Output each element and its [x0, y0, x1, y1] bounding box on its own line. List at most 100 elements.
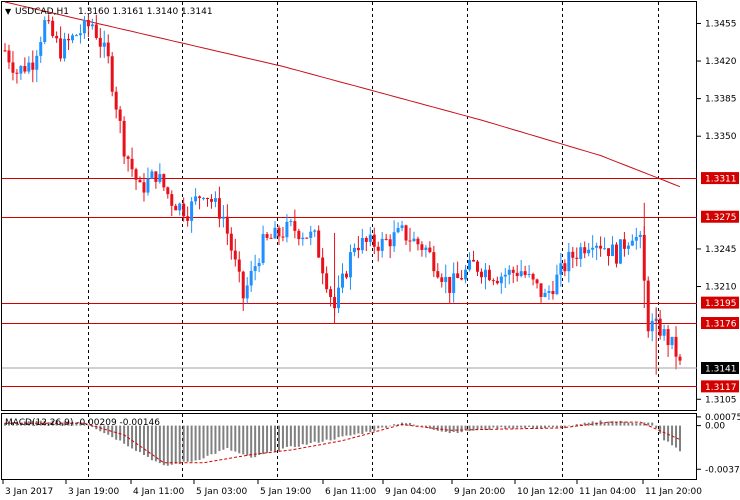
macd-tick-label: -0.00376: [705, 465, 740, 475]
candle: [472, 250, 476, 262]
price-tick-label: 1.3420: [705, 57, 737, 67]
macd-signal-line: [5, 421, 681, 464]
macd-bar: [234, 425, 237, 452]
candle: [444, 264, 448, 294]
macd-pane[interactable]: MACD(12,26,9) -0.00209 -0.00146: [1, 413, 697, 480]
macd-bar: [587, 422, 590, 426]
chart-header-icon: ▼: [5, 7, 12, 16]
candle: [527, 265, 531, 278]
candle: [599, 236, 603, 257]
candle: [71, 33, 74, 44]
macd-bar: [186, 425, 189, 462]
price-tick-label: 1.3455: [705, 19, 737, 29]
macd-bar: [15, 422, 18, 426]
macd-bar: [107, 425, 110, 435]
candle: [607, 248, 611, 266]
ohlc-values: 1.3160 1.3161 1.3140 1.3141: [78, 7, 213, 17]
candle: [575, 247, 579, 267]
candle: [293, 209, 297, 239]
candle: [495, 276, 499, 285]
macd-bar: [480, 425, 483, 429]
candle: [325, 266, 329, 293]
macd-bar: [377, 425, 380, 429]
macd-bar: [182, 425, 185, 462]
macd-bar: [643, 422, 646, 426]
macd-bar: [59, 422, 62, 426]
macd-bar: [619, 420, 622, 426]
time-tick-label: 3 Jan 19:00: [68, 487, 120, 497]
macd-bar: [397, 424, 400, 426]
candle: [7, 44, 11, 69]
macd-bar: [524, 425, 527, 429]
macd-bar: [551, 425, 554, 428]
candle: [384, 233, 388, 241]
svg-text:1.3195: 1.3195: [705, 299, 737, 309]
macd-bar: [424, 425, 427, 428]
candle: [622, 232, 626, 257]
macd-bar: [111, 425, 114, 438]
macd-bar: [174, 425, 177, 464]
macd-bar: [667, 425, 670, 442]
macd-bar: [500, 425, 503, 428]
macd-label: MACD(12,26,9) -0.00209 -0.00146: [5, 418, 160, 428]
moving-average-line: [4, 1, 681, 188]
candle: [356, 236, 360, 259]
candle: [678, 353, 682, 366]
macd-bar: [468, 425, 471, 432]
candle: [253, 254, 257, 281]
macd-bar: [532, 425, 535, 429]
macd-bar: [405, 423, 408, 426]
macd-bar: [238, 425, 241, 454]
candle: [543, 288, 547, 298]
macd-bar: [309, 425, 312, 444]
horizontal-levels[interactable]: [2, 178, 697, 387]
candle: [134, 167, 138, 190]
macd-bar: [139, 425, 141, 453]
macd-bar: [571, 425, 574, 427]
macd-bar: [464, 425, 467, 431]
price-tick-label: 1.3350: [705, 132, 737, 142]
candle: [182, 197, 186, 222]
candle: [499, 272, 503, 294]
macd-bar: [591, 421, 594, 426]
candle: [408, 227, 412, 252]
macd-bar: [277, 425, 280, 451]
price-pane[interactable]: ▼ USDCAD,H1 1.3160 1.3161 1.3140 1.3141: [1, 1, 698, 411]
macd-tick-label: 0.00075: [705, 413, 740, 423]
macd-bar: [321, 425, 324, 442]
time-tick-label: 6 Jan 11:00: [325, 487, 377, 497]
candle: [583, 241, 587, 259]
macd-bar: [281, 425, 284, 449]
macd-bar: [270, 425, 273, 452]
candle: [150, 169, 154, 180]
macd-bar: [365, 425, 368, 432]
candle: [487, 265, 491, 282]
macd-bar: [47, 422, 50, 426]
macd-bar: [206, 425, 209, 456]
price-tick-label: 1.3245: [705, 245, 737, 255]
macd-bar: [607, 421, 610, 426]
macd-bar: [349, 425, 352, 436]
macd-bar: [214, 425, 217, 454]
macd-bar: [639, 423, 642, 426]
macd-bar: [647, 422, 650, 426]
candle: [579, 242, 583, 268]
svg-text:1.3311: 1.3311: [705, 175, 737, 185]
macd-bar: [254, 425, 257, 458]
candle: [194, 188, 198, 205]
candle: [229, 227, 233, 260]
candle: [39, 36, 43, 63]
candle: [555, 264, 559, 296]
macd-bar: [222, 425, 225, 450]
candle: [646, 276, 650, 338]
candle: [142, 173, 146, 202]
candle: [261, 225, 265, 265]
candle: [74, 34, 78, 37]
candle: [273, 221, 277, 239]
macd-bar: [274, 425, 276, 453]
macd-bar: [178, 425, 181, 465]
candle: [634, 227, 638, 250]
candle: [352, 243, 356, 257]
